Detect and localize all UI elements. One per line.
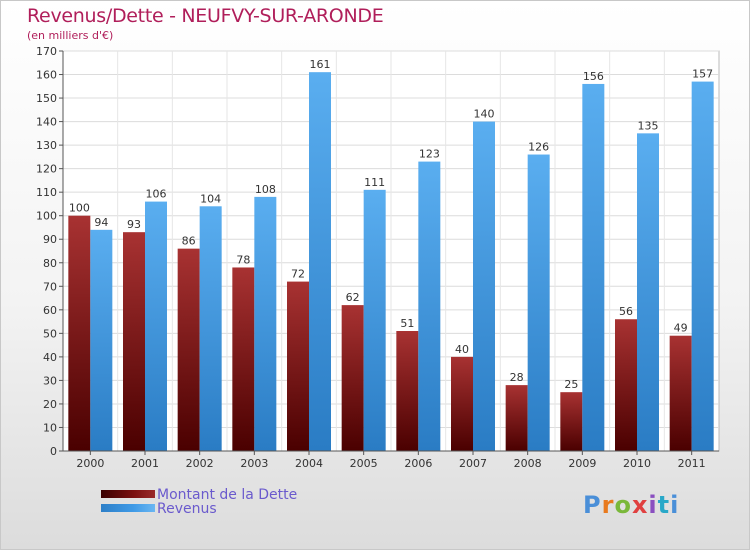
bar-revenus: [527, 154, 550, 451]
x-tick-label: 2003: [240, 457, 268, 470]
x-tick-label: 2004: [295, 457, 323, 470]
bar-dette: [287, 281, 309, 451]
bar-revenus: [691, 81, 714, 452]
bar-revenus: [90, 229, 113, 451]
x-tick-label: 2009: [568, 457, 596, 470]
y-tick-label: 40: [43, 351, 57, 364]
x-tick-label: 2007: [459, 457, 487, 470]
data-label-dette: 100: [69, 202, 90, 215]
legend-label-dette: Montant de la Dette: [157, 487, 298, 503]
data-label-dette: 93: [127, 218, 141, 231]
y-tick-label: 90: [43, 233, 57, 246]
data-label-revenus: 161: [310, 58, 331, 71]
x-tick-label: 2005: [350, 457, 378, 470]
logo-letter: t: [657, 491, 671, 519]
bar-revenus: [254, 196, 277, 451]
x-tick-label: 2008: [514, 457, 542, 470]
bar-revenus: [145, 201, 167, 451]
chart-subtitle: (en milliers d'€): [27, 29, 114, 42]
y-tick-label: 160: [36, 69, 57, 82]
chart-title: Revenus/Dette - NEUFVY-SUR-ARONDE: [27, 5, 384, 27]
y-tick-label: 130: [36, 139, 57, 152]
data-label-revenus: 126: [528, 141, 549, 154]
legend-label-revenus: Revenus: [157, 501, 217, 517]
x-tick-label: 2001: [131, 457, 159, 470]
y-tick-label: 70: [43, 280, 57, 293]
bar-dette: [341, 305, 364, 451]
logo-letter: o: [614, 491, 632, 519]
x-tick-label: 2000: [76, 457, 104, 470]
x-tick-label: 2011: [678, 457, 706, 470]
y-tick-label: 30: [43, 374, 57, 387]
data-label-revenus: 140: [474, 108, 495, 121]
bar-dette: [451, 356, 473, 451]
bar-dette: [560, 392, 583, 451]
logo-letter: x: [631, 491, 649, 519]
y-tick-label: 170: [36, 45, 57, 58]
data-label-dette: 78: [236, 253, 250, 266]
bar-dette: [68, 215, 91, 451]
bar-dette: [177, 248, 200, 451]
legend-swatch-dette: [101, 490, 155, 498]
bar-revenus: [582, 83, 605, 452]
y-tick-label: 140: [36, 116, 57, 129]
bar-dette: [232, 267, 255, 451]
data-label-revenus: 104: [200, 192, 221, 205]
proxiti-logo: Proxiti: [583, 491, 679, 519]
bar-revenus: [418, 161, 441, 451]
y-tick-label: 60: [43, 304, 57, 317]
bar-revenus: [637, 133, 659, 451]
y-tick-label: 120: [36, 163, 57, 176]
y-tick-label: 50: [43, 327, 57, 340]
y-tick-label: 110: [36, 186, 57, 199]
data-label-revenus: 156: [583, 70, 604, 83]
data-label-dette: 40: [455, 343, 469, 356]
data-label-dette: 25: [564, 378, 578, 391]
data-label-revenus: 111: [364, 176, 385, 189]
data-label-revenus: 106: [146, 188, 167, 201]
y-tick-label: 150: [36, 92, 57, 105]
logo-letter: r: [601, 491, 615, 519]
x-tick-label: 2006: [404, 457, 432, 470]
data-label-dette: 49: [674, 322, 688, 335]
x-tick-label: 2010: [623, 457, 651, 470]
bar-dette: [123, 232, 145, 451]
data-label-dette: 51: [400, 317, 414, 330]
bar-dette: [615, 319, 637, 451]
data-label-dette: 62: [346, 291, 360, 304]
data-label-dette: 86: [182, 235, 196, 248]
y-tick-label: 100: [36, 210, 57, 223]
data-label-dette: 72: [291, 268, 305, 281]
legend-swatch-revenus: [101, 504, 155, 512]
data-label-revenus: 108: [255, 183, 276, 196]
data-label-revenus: 135: [638, 119, 659, 132]
data-label-revenus: 123: [419, 148, 440, 161]
logo-letter: i: [648, 491, 658, 519]
data-label-dette: 56: [619, 305, 633, 318]
logo-letter: P: [583, 491, 602, 519]
logo-letter: i: [670, 491, 680, 519]
data-label-dette: 28: [510, 371, 524, 384]
data-label-revenus: 157: [692, 68, 713, 81]
bar-dette: [396, 331, 419, 451]
bar-dette: [505, 385, 528, 451]
bar-revenus: [363, 189, 386, 451]
y-tick-label: 0: [50, 445, 57, 458]
bar-revenus: [199, 206, 222, 451]
data-label-revenus: 94: [94, 216, 108, 229]
x-tick-label: 2002: [186, 457, 214, 470]
bar-revenus: [309, 72, 331, 452]
y-tick-label: 10: [43, 421, 57, 434]
y-tick-label: 20: [43, 398, 57, 411]
y-tick-label: 80: [43, 257, 57, 270]
bar-dette: [669, 335, 692, 451]
bar-revenus: [473, 121, 495, 452]
